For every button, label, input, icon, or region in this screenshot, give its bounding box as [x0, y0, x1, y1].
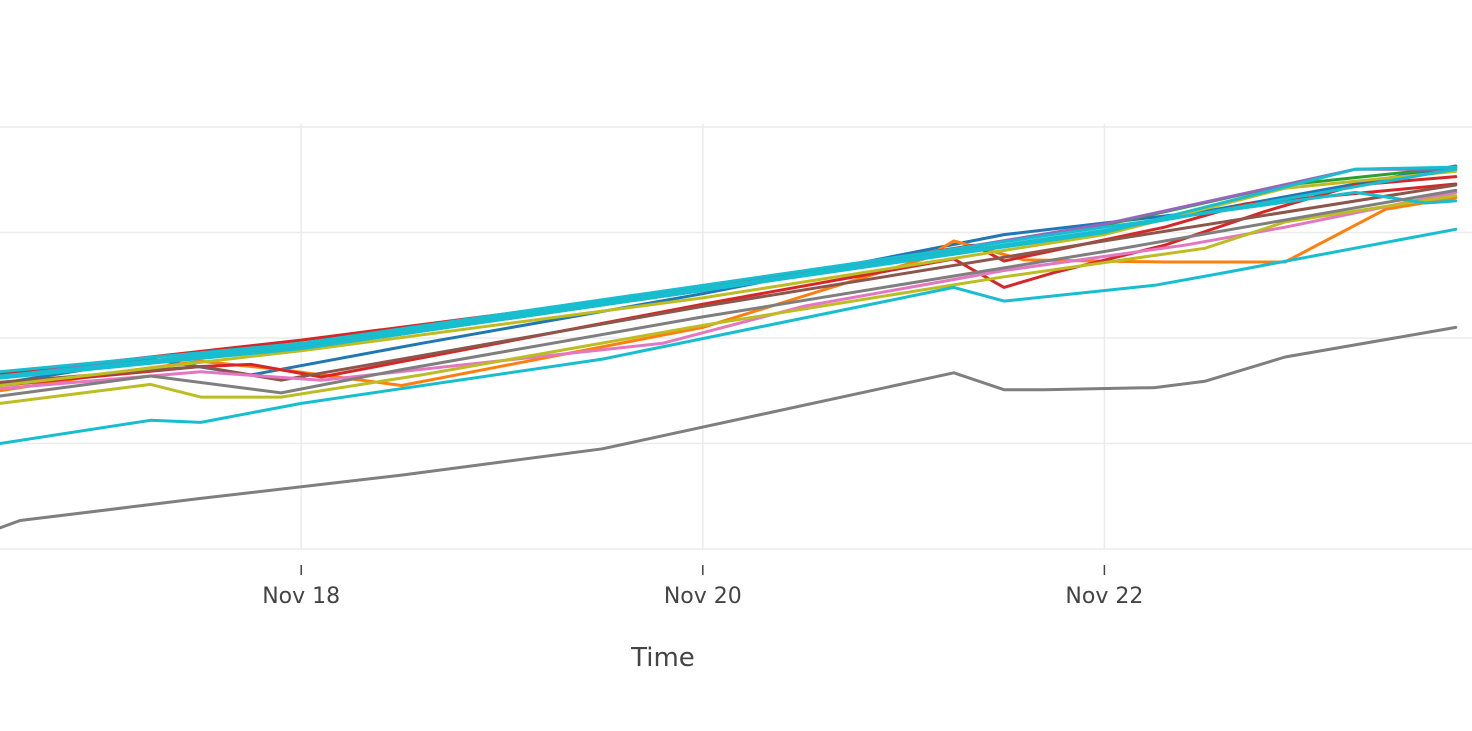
series-line-14	[0, 167, 1458, 378]
series-line-12	[0, 190, 1458, 374]
x-axis: Nov 18 Nov 20 Nov 22	[262, 565, 1143, 609]
series-line-7	[0, 183, 1458, 384]
series-line-11	[0, 227, 1458, 445]
series-line-16	[0, 188, 1458, 398]
series-line-13	[0, 165, 1458, 380]
series-line-15	[0, 325, 1458, 530]
series-lines	[0, 164, 1458, 530]
gridlines	[0, 124, 1472, 550]
x-axis-title: Time	[630, 643, 695, 673]
x-tick-label: Nov 20	[664, 584, 742, 609]
x-tick-label: Nov 22	[1065, 584, 1143, 609]
series-line-9	[0, 194, 1458, 405]
x-tick-label: Nov 18	[262, 584, 340, 609]
series-line-10	[0, 169, 1458, 387]
series-line-4	[0, 182, 1458, 376]
